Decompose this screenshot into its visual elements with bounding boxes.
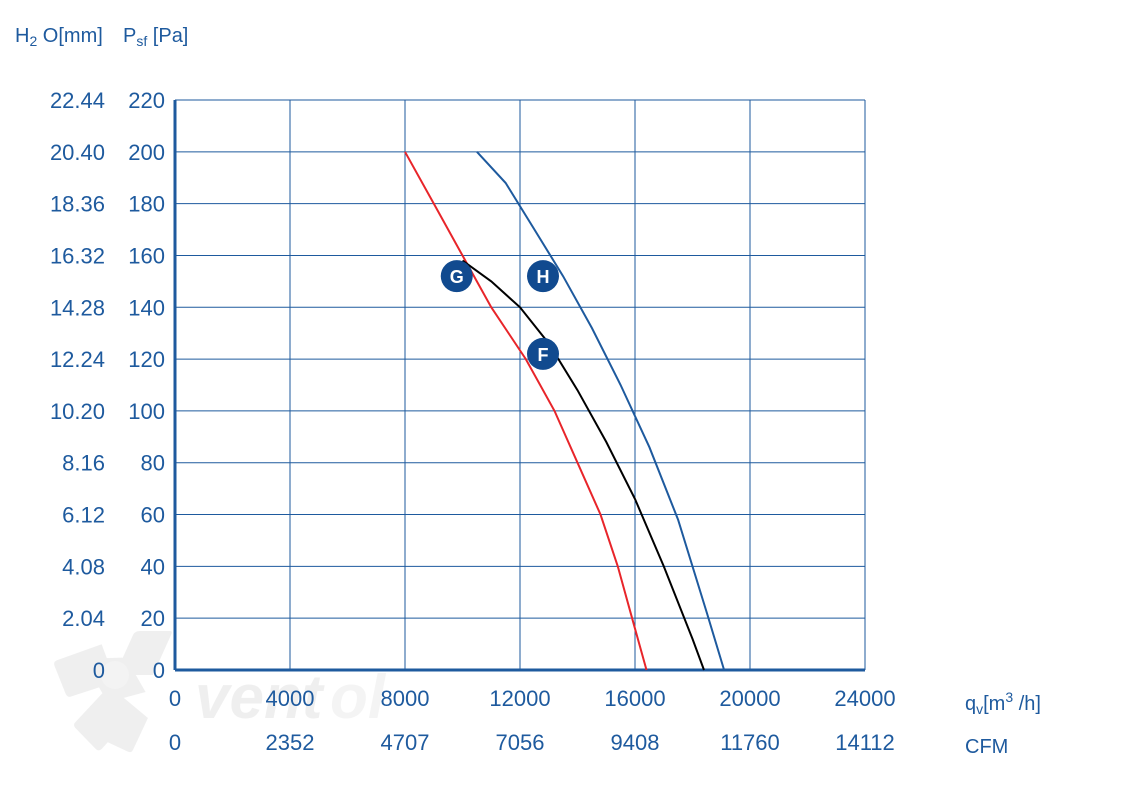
svg-text:140: 140 xyxy=(128,295,165,320)
svg-text:40: 40 xyxy=(141,554,165,579)
svg-text:12000: 12000 xyxy=(489,686,550,711)
svg-text:14.28: 14.28 xyxy=(50,295,105,320)
svg-text:9408: 9408 xyxy=(611,730,660,755)
svg-text:11760: 11760 xyxy=(720,730,780,755)
svg-text:0: 0 xyxy=(169,730,181,755)
svg-text:14112: 14112 xyxy=(835,730,895,755)
svg-text:16.32: 16.32 xyxy=(50,243,105,268)
svg-text:2.04: 2.04 xyxy=(62,606,105,631)
svg-text:H2 O[mm]: H2 O[mm] xyxy=(15,25,103,49)
watermark: vent ol xyxy=(43,628,387,755)
svg-text:4000: 4000 xyxy=(266,686,315,711)
svg-text:Psf [Pa]: Psf [Pa] xyxy=(123,25,188,49)
svg-text:22.44: 22.44 xyxy=(50,88,105,113)
svg-text:8000: 8000 xyxy=(381,686,430,711)
svg-text:20000: 20000 xyxy=(719,686,780,711)
y-ticks: 0 0 20 2.04 40 4.08 60 6.12 80 8.16 100 10.20 120 12.… xyxy=(50,88,165,683)
grid xyxy=(175,100,865,670)
svg-text:10.20: 10.20 xyxy=(50,399,105,424)
svg-text:180: 180 xyxy=(128,192,165,217)
svg-text:H: H xyxy=(537,267,550,287)
svg-text:ol: ol xyxy=(330,663,387,732)
x-secondary-unit-label: CFM xyxy=(965,736,1008,758)
svg-text:20.40: 20.40 xyxy=(50,140,105,165)
svg-text:220: 220 xyxy=(128,88,165,113)
svg-text:18.36: 18.36 xyxy=(50,192,105,217)
svg-text:qv[m3 /h]: qv[m3 /h] xyxy=(965,689,1041,717)
svg-text:0: 0 xyxy=(169,686,181,711)
svg-text:4707: 4707 xyxy=(381,730,430,755)
svg-text:7056: 7056 xyxy=(496,730,545,755)
svg-text:G: G xyxy=(450,267,464,287)
svg-text:4.08: 4.08 xyxy=(62,554,105,579)
svg-text:100: 100 xyxy=(128,399,165,424)
svg-text:6.12: 6.12 xyxy=(62,503,105,528)
y-secondary-title: H2 O[mm] xyxy=(15,25,103,49)
y-primary-title: Psf [Pa] xyxy=(123,25,188,49)
svg-text:0: 0 xyxy=(93,658,105,683)
svg-text:F: F xyxy=(538,345,549,365)
svg-text:120: 120 xyxy=(128,347,165,372)
x-primary-title: qv[m3 /h] xyxy=(965,689,1041,717)
svg-text:160: 160 xyxy=(128,243,165,268)
x-secondary-title: CFM xyxy=(965,736,1008,758)
fan-performance-chart: vent ol GHF H2 O[mm] Psf [Pa] 00202.0440… xyxy=(0,0,1122,806)
svg-text:80: 80 xyxy=(141,451,165,476)
svg-text:16000: 16000 xyxy=(604,686,665,711)
badges: G H F xyxy=(441,260,559,370)
svg-text:2352: 2352 xyxy=(266,730,315,755)
svg-text:60: 60 xyxy=(141,503,165,528)
svg-text:20: 20 xyxy=(141,606,165,631)
svg-text:12.24: 12.24 xyxy=(50,347,105,372)
svg-text:8.16: 8.16 xyxy=(62,451,105,476)
svg-text:200: 200 xyxy=(128,140,165,165)
svg-text:0: 0 xyxy=(153,658,165,683)
svg-text:24000: 24000 xyxy=(834,686,895,711)
